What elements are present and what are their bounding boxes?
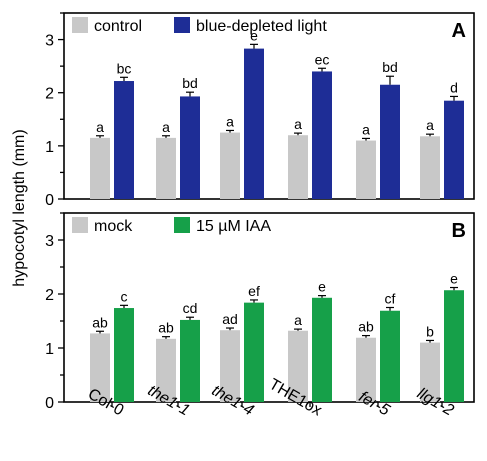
significance-letter: bd [382,59,398,75]
significance-letter: a [162,119,170,135]
significance-letter: a [226,113,234,129]
significance-letter: d [450,79,458,95]
bar [288,135,308,199]
bar [356,140,376,199]
bar [420,136,440,199]
significance-letter: a [362,121,370,137]
significance-letter: ec [315,51,330,67]
significance-letter: ab [158,320,174,336]
y-tick-label: 3 [45,33,54,50]
y-tick-label: 0 [45,192,54,209]
significance-letter: b [426,323,434,339]
significance-letter: ab [358,319,374,335]
legend-label: control [94,18,142,35]
significance-letter: a [294,116,302,132]
bar [380,310,400,402]
bar [288,330,308,402]
panel-a: 0 1 2 3 a a a a a a bc bd e ec bd d control blue-depleted… [45,12,475,209]
bar [244,48,264,199]
significance-letter: ef [248,283,260,299]
bar [420,342,440,402]
y-tick-label: 2 [45,287,54,304]
significance-letter: bc [117,60,132,76]
y-tick-label: 2 [45,86,54,103]
bar [356,337,376,402]
bar [312,71,332,199]
bar [114,81,134,199]
legend-label: mock [94,218,133,235]
legend-label: 15 µM IAA [196,218,271,235]
bar [244,302,264,402]
significance-letter: e [250,27,258,43]
y-tick-label: 1 [45,341,54,358]
significance-letter: ad [222,311,238,327]
bar [90,137,110,199]
y-tick-label: 3 [45,233,54,250]
significance-letter: c [121,288,128,304]
legend-swatch [72,217,88,233]
significance-letter: cf [385,291,396,307]
bar [156,137,176,199]
significance-letter: a [96,119,104,135]
x-axis-tick-labels: Col-0 the1-1 the1-4 THE1ox fer-5 llg1-2 [85,376,457,420]
legend-swatch [174,17,190,33]
plot-frame [63,12,475,200]
significance-letter: ab [92,314,108,330]
bar [312,297,332,402]
bar [220,132,240,199]
y-tick-label: 1 [45,139,54,156]
panel-b: 0 1 2 3 ab ab ad a ab b c cd ef e cf e mock 15 µM IAA B [45,212,475,412]
significance-letter: e [450,271,458,287]
legend-swatch [174,217,190,233]
bar [380,84,400,199]
bar [444,290,464,402]
bar [156,338,176,402]
significance-letter: a [426,117,434,133]
y-axis-label: hypocotyl length (mm) [11,129,28,286]
significance-letter: cd [183,300,198,316]
bar [220,330,240,402]
legend-swatch [72,17,88,33]
bar [114,308,134,402]
significance-letter: bd [182,75,198,91]
legend-label: blue-depleted light [196,18,327,35]
bar [90,333,110,402]
significance-letter: a [294,312,302,328]
plot-frame [63,212,475,403]
significance-letter: e [318,279,326,295]
bar [444,100,464,199]
panel-label: B [452,220,466,242]
y-tick-label: 0 [45,395,54,412]
panel-label: A [452,20,466,42]
bar [180,96,200,199]
bar [180,319,200,402]
